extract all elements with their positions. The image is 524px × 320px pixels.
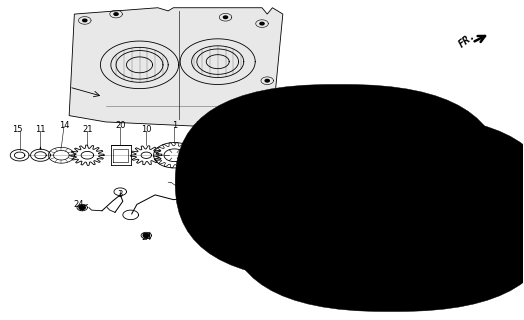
- Text: 9: 9: [232, 125, 237, 134]
- Bar: [313, 153, 339, 158]
- Text: 7: 7: [320, 114, 326, 123]
- Text: 4: 4: [410, 130, 416, 139]
- Polygon shape: [265, 79, 269, 82]
- FancyBboxPatch shape: [227, 116, 524, 312]
- Text: 18: 18: [402, 247, 413, 257]
- Polygon shape: [231, 147, 299, 163]
- Text: 20: 20: [115, 121, 125, 130]
- Text: 19: 19: [261, 121, 271, 130]
- Text: 8: 8: [357, 117, 363, 126]
- Polygon shape: [114, 13, 118, 15]
- FancyBboxPatch shape: [175, 84, 503, 280]
- Polygon shape: [79, 206, 85, 210]
- Text: 12: 12: [297, 114, 308, 123]
- Text: 16: 16: [380, 125, 391, 134]
- Text: 14: 14: [59, 121, 69, 130]
- Text: 17: 17: [358, 242, 369, 251]
- Text: 23: 23: [191, 178, 201, 187]
- Text: 3: 3: [117, 190, 123, 199]
- Text: 17: 17: [357, 174, 368, 184]
- Text: 2: 2: [202, 212, 208, 222]
- Text: 10: 10: [141, 125, 151, 134]
- Text: 22: 22: [211, 125, 221, 134]
- Polygon shape: [260, 22, 264, 25]
- Text: 11: 11: [35, 125, 46, 134]
- Polygon shape: [69, 8, 283, 128]
- Text: 15: 15: [12, 125, 23, 134]
- Text: 1: 1: [172, 121, 177, 130]
- Text: 19: 19: [245, 125, 256, 134]
- Polygon shape: [192, 178, 200, 183]
- Text: 24: 24: [141, 233, 151, 242]
- Text: 5: 5: [322, 195, 327, 204]
- Text: FR.: FR.: [456, 30, 477, 49]
- Polygon shape: [223, 16, 227, 19]
- Polygon shape: [143, 234, 149, 237]
- Text: 6: 6: [254, 212, 259, 222]
- Text: 21: 21: [82, 125, 93, 134]
- Polygon shape: [83, 19, 87, 22]
- Text: 24: 24: [73, 200, 84, 209]
- Text: 13: 13: [195, 121, 206, 130]
